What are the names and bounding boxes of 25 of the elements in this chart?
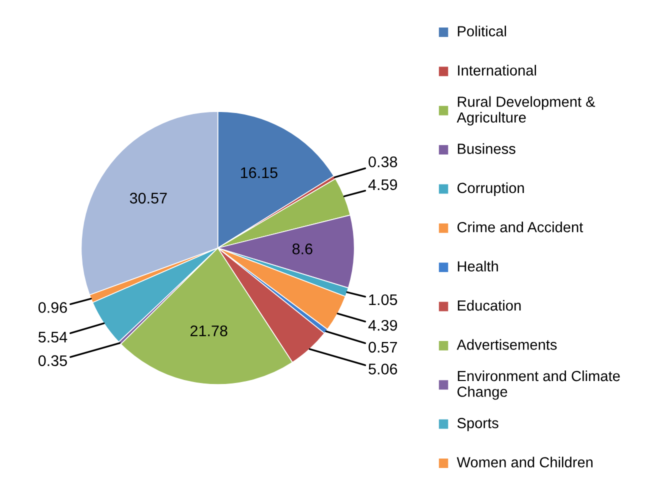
legend-label: Advertisements [456,339,557,350]
data-label: 4.39 [368,320,398,331]
legend-label: Environment and Climate Change [457,370,620,400]
data-label: 21.78 [190,325,228,336]
data-label: 0.57 [368,342,397,353]
legend-label: Women and Children [456,456,593,468]
legend-label: Corruption [457,182,524,196]
data-label: 0.96 [38,302,67,313]
data-label: 16.15 [240,167,278,178]
legend-label: Business [458,143,516,154]
legend-label: Health [458,260,498,272]
data-label: 5.06 [368,364,398,374]
legend-label: International [458,64,536,76]
legend-label: Education [458,300,521,311]
data-label: 1.05 [369,294,398,306]
legend-label: Sports [457,418,498,432]
data-label: 4.59 [368,179,398,190]
data-label: 0.38 [368,156,398,168]
data-label: 5.54 [38,332,68,343]
data-label: 0.35 [38,355,67,366]
data-label: 30.57 [130,192,167,204]
legend-label: Political [458,26,506,36]
data-label: 8.6 [292,244,312,254]
legend-label: Rural Development & Agriculture [456,96,596,126]
legend-label: Crime and Accident [457,222,584,232]
